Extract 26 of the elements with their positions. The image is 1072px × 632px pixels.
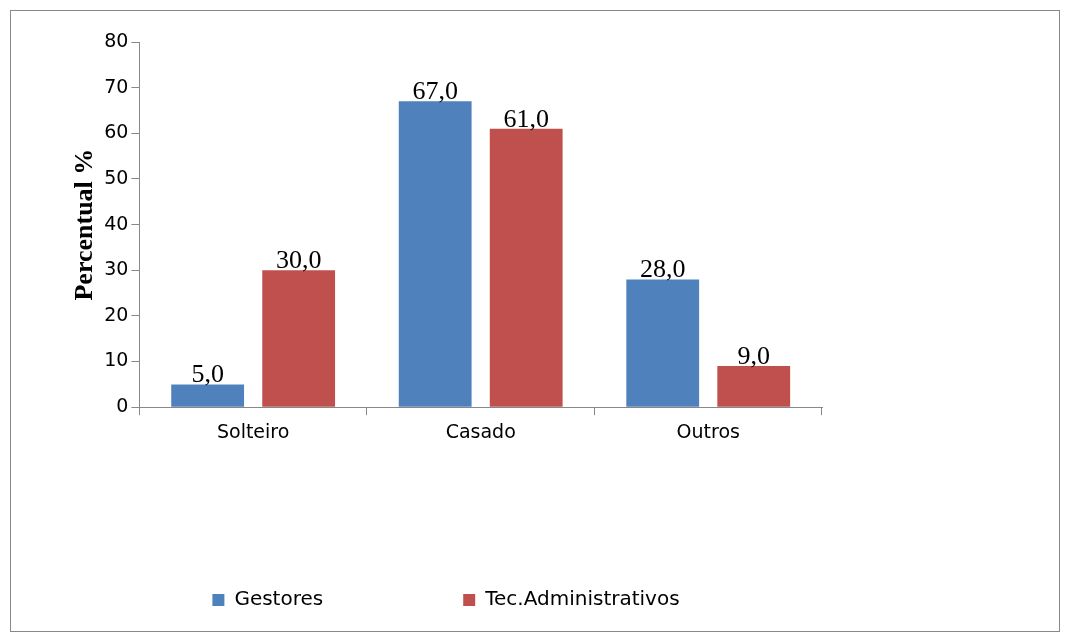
y-tick-label: 50	[104, 165, 129, 188]
x-tick-label: Solteiro	[216, 419, 290, 442]
y-axis-title: Percentual %	[69, 148, 99, 301]
y-tick-label: 60	[104, 120, 129, 143]
data-label: 67,0	[412, 76, 458, 106]
data-label: 61,0	[503, 103, 549, 133]
x-tick-label: Outros	[676, 419, 740, 442]
y-tick-label: 10	[104, 348, 129, 371]
y-tick-label: 80	[104, 28, 129, 51]
data-label: 30,0	[275, 245, 322, 275]
legend-label: Gestores	[234, 586, 324, 611]
y-tick-label: 30	[104, 257, 129, 280]
bar	[717, 366, 791, 407]
data-label: 5,0	[191, 359, 224, 389]
data-label: 28,0	[639, 254, 686, 284]
y-tick-label: 20	[104, 302, 129, 325]
x-tick-label: Casado	[445, 419, 516, 442]
legend-label: Tec.Administrativos	[484, 586, 680, 611]
y-tick-label: 40	[104, 211, 129, 234]
bar	[262, 270, 336, 407]
y-tick-label: 0	[116, 394, 129, 417]
y-tick-label: 70	[104, 74, 129, 97]
bar	[171, 384, 245, 407]
data-label: 9,0	[737, 340, 770, 370]
bar	[626, 279, 700, 407]
bar	[398, 101, 472, 407]
